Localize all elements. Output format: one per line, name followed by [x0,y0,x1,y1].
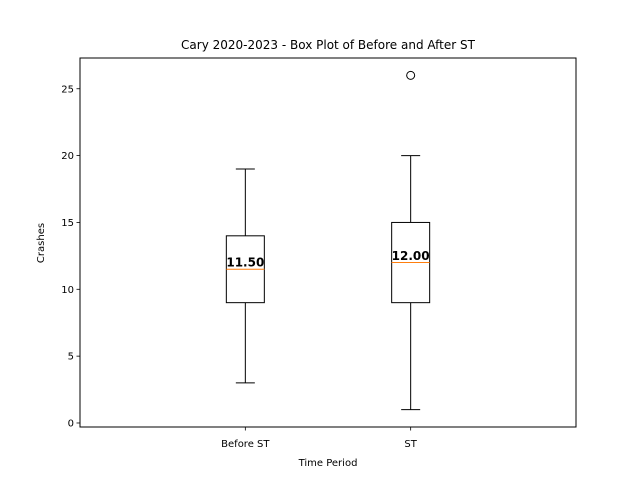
x-tick-label: Before ST [221,439,270,450]
y-axis-label: Crashes [36,223,47,263]
y-tick-label: 25 [61,84,74,95]
flier-point [406,70,416,80]
chart-title: Cary 2020-2023 - Box Plot of Before and … [181,38,476,52]
y-tick-label: 10 [61,285,74,296]
median-value-label: 12.00 [392,249,430,263]
y-axis: 0 5 10 15 20 25 [61,84,80,429]
x-axis: Before ST ST [221,427,418,450]
boxes: 11.50 12.00 [225,70,431,411]
y-tick-label: 5 [68,352,74,363]
y-tick-label: 0 [68,418,74,429]
y-tick-label: 20 [61,151,74,162]
y-tick-label: 15 [61,218,74,229]
box-group: 12.00 [391,70,431,411]
x-axis-label: Time Period [298,458,358,469]
plot-area [79,57,577,428]
x-tick-label: ST [404,439,417,450]
median-value-label: 11.50 [226,256,264,270]
box-group: 11.50 [225,168,265,384]
